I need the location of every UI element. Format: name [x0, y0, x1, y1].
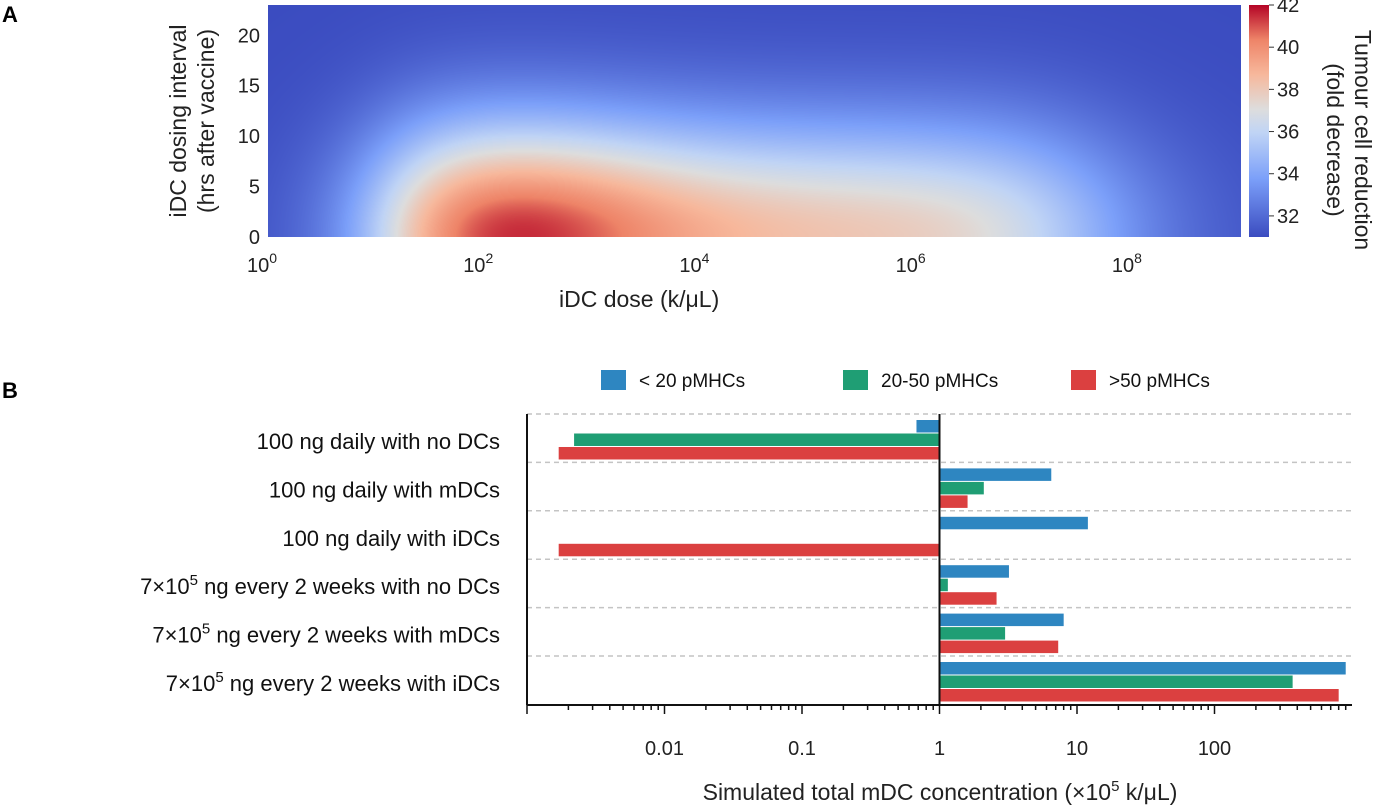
- bar-plot: 0.01 0.1 1 10 100: [526, 413, 1352, 760]
- category-label-1: 100 ng daily with no DCs: [257, 429, 500, 454]
- category-label-6: 7×105 ng every 2 weeks with iDCs: [166, 669, 500, 696]
- bar-6-series-1: [939, 662, 1346, 675]
- heatmap-x-tick-2: 104: [679, 250, 709, 277]
- bar-x-axis-label: Simulated total mDC concentration (×105 …: [703, 778, 1178, 805]
- bar-4-series-1: [939, 565, 1009, 578]
- heatmap-axes: 100 102 104 106 108 0 5 10 15 20: [238, 25, 1142, 277]
- colorbar-label-line2: (fold decrease): [1322, 63, 1348, 216]
- bar-2-series-2: [939, 481, 984, 495]
- panel-a-label: A: [2, 2, 18, 27]
- legend-swatch-2: [843, 370, 868, 390]
- heatmap-y-tick-2: 10: [238, 126, 260, 148]
- legend-label-3: >50 pMHCs: [1109, 371, 1210, 392]
- bar-5-series-2: [939, 627, 1006, 640]
- colorbar-label-line1: Tumour cell reduction: [1350, 30, 1376, 250]
- heatmap-field-wrap: [268, 5, 1241, 237]
- colorbar-tick-2: 36: [1277, 122, 1299, 144]
- heatmap-y-tick-4: 20: [238, 25, 260, 47]
- colorbar-gradient: [1249, 5, 1269, 237]
- panel-b-label: B: [2, 378, 18, 403]
- bar-3-series-3: [558, 543, 940, 557]
- heatmap-field: [268, 5, 1241, 237]
- category-label-3: 100 ng daily with iDCs: [282, 526, 500, 551]
- bar-5-series-1: [939, 613, 1064, 627]
- heatmap-y-tick-0: 0: [249, 227, 260, 249]
- colorbar-tick-3: 38: [1277, 79, 1299, 101]
- bar-x-tick-1: 0.1: [788, 738, 816, 760]
- colorbar-ticks: 32 34 36 38 40 42: [1269, 0, 1299, 228]
- heatmap-x-axis-label: iDC dose (k/μL): [559, 286, 719, 312]
- category-label-2: 100 ng daily with mDCs: [269, 477, 500, 502]
- category-label-4: 7×105 ng every 2 weeks with no DCs: [140, 572, 500, 599]
- heatmap-y-axis-label-line2: (hrs after vaccine): [193, 29, 219, 213]
- colorbar-tick-0: 32: [1277, 206, 1299, 228]
- bar-3-series-1: [939, 516, 1088, 530]
- bar-5-series-3: [939, 640, 1059, 654]
- bar-2-series-3: [939, 495, 968, 508]
- colorbar-tick-5: 42: [1277, 0, 1299, 17]
- legend-label-2: 20-50 pMHCs: [881, 371, 998, 392]
- heatmap-y-tick-3: 15: [238, 76, 260, 98]
- colorbar-tick-4: 40: [1277, 37, 1299, 59]
- colorbar-tick-1: 34: [1277, 164, 1299, 186]
- bar-x-tick-2: 1: [934, 738, 945, 760]
- colorbar: 32 34 36 38 40 42 Tumour cell reduction (fold…: [1249, 0, 1376, 250]
- bar-2-series-1: [939, 468, 1052, 481]
- bar-x-tick-0: 0.01: [645, 738, 684, 760]
- bar-1-series-2: [574, 433, 940, 446]
- legend-swatch-1: [601, 370, 626, 390]
- bar-x-tick-4: 100: [1198, 738, 1231, 760]
- category-label-5: 7×105 ng every 2 weeks with mDCs: [152, 621, 500, 648]
- legend-swatch-3: [1071, 370, 1096, 390]
- legend-label-1: < 20 pMHCs: [639, 371, 745, 392]
- heatmap-x-tick-0: 100: [247, 250, 277, 277]
- bar-4-series-2: [939, 578, 948, 592]
- heatmap-x-tick-1: 102: [463, 250, 493, 277]
- heatmap-y-tick-1: 5: [249, 177, 260, 199]
- bar-6-series-2: [939, 675, 1293, 688]
- bar-6-series-3: [939, 689, 1339, 702]
- heatmap-y-axis-label-line1: iDC dosing interval: [165, 24, 191, 217]
- bar-x-tick-3: 10: [1066, 738, 1088, 760]
- heatmap-x-tick-3: 106: [896, 250, 926, 277]
- bar-1-series-1: [916, 420, 940, 433]
- heatmap-x-tick-4: 108: [1112, 250, 1142, 277]
- bar-legend: < 20 pMHCs 20-50 pMHCs >50 pMHCs: [601, 370, 1210, 392]
- bar-1-series-3: [558, 447, 940, 460]
- bar-4-series-3: [939, 592, 997, 605]
- category-labels: 100 ng daily with no DCs 100 ng daily wit…: [140, 429, 500, 696]
